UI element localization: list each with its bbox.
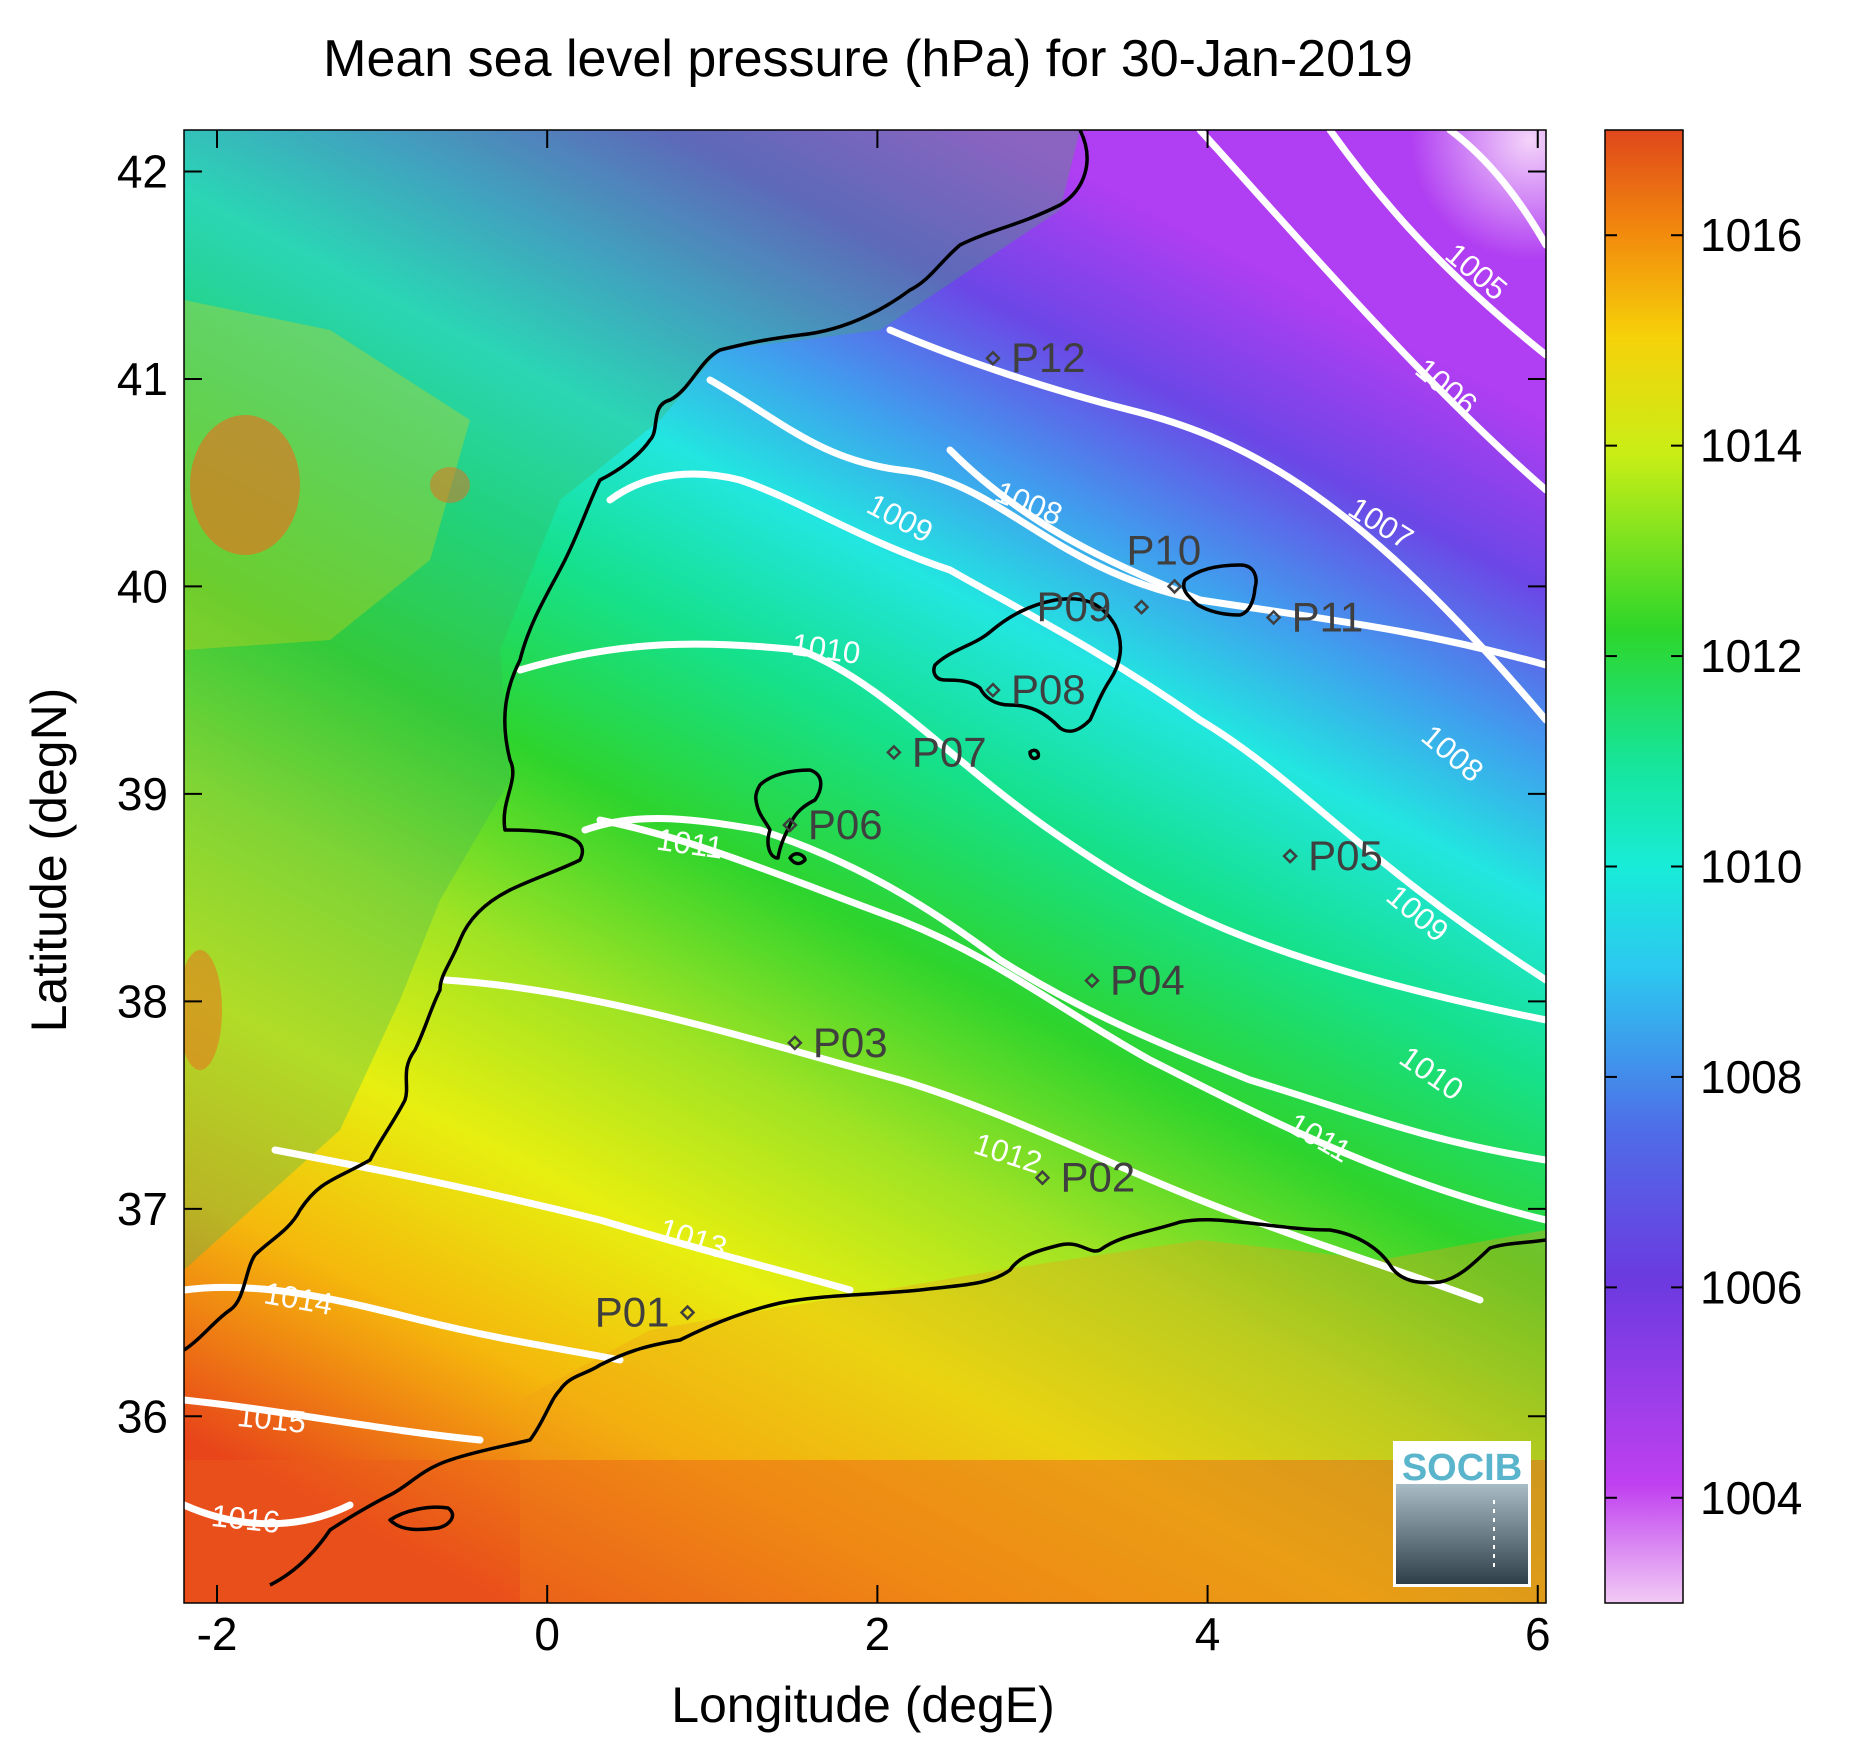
isobar-label: 1015 [235, 1398, 307, 1440]
station-marker [985, 350, 1001, 366]
isobar-label: 1016 [209, 1498, 281, 1540]
y-tick-label: 36 [117, 1390, 168, 1442]
y-axis: 42 41 40 39 38 37 36 [117, 145, 1546, 1442]
isobar-line [886, 326, 1546, 724]
station-label: P02 [1060, 1154, 1135, 1201]
isobar-line [271, 1146, 854, 1294]
x-tick-label: 6 [1525, 1608, 1551, 1660]
station-marker [1084, 972, 1100, 989]
ibiza-coastline [754, 768, 823, 860]
y-tick-label: 38 [117, 975, 168, 1027]
station-markers: P01 P02 P03 P04 P05 P06 P07 P08 P09 P10 P11 P12 [595, 334, 1383, 1335]
x-tick-label: 0 [534, 1608, 560, 1660]
station-marker [679, 1304, 696, 1321]
colorbar-tick-label: 1012 [1700, 630, 1802, 682]
station-marker [1166, 578, 1183, 595]
socib-logo: SOCIB [1393, 1441, 1531, 1587]
colorbar-ticks: 1016 1014 1012 1010 1008 1006 1004 [1605, 209, 1802, 1524]
africa-coastline [269, 1217, 1546, 1587]
isobar-line [441, 976, 1484, 1304]
station-label: P11 [1292, 594, 1364, 641]
station-label: P04 [1110, 957, 1185, 1004]
cabrera-coastline [1028, 748, 1041, 761]
station-marker [1034, 1169, 1051, 1186]
isobar-line [1446, 130, 1546, 249]
y-tick-label: 41 [117, 353, 168, 405]
station-label: P08 [1011, 666, 1086, 713]
station-label: P06 [808, 801, 883, 848]
isobar-line [184, 1283, 624, 1364]
station-label: P05 [1308, 832, 1383, 879]
isobar-line [581, 814, 1546, 1164]
colorbar-tick-label: 1004 [1700, 1472, 1802, 1524]
y-tick-label: 39 [117, 768, 168, 820]
isobar-line [946, 446, 1204, 604]
y-axis-label: Latitude (degN) [21, 688, 77, 1033]
station-marker [1265, 609, 1282, 626]
station-marker [782, 817, 798, 833]
station-label: P09 [1037, 583, 1112, 630]
colorbar-tick-label: 1008 [1700, 1051, 1802, 1103]
y-tick-label: 42 [117, 145, 168, 197]
colorbar-tick-label: 1010 [1700, 841, 1802, 893]
station-marker [886, 744, 902, 761]
low-pressure-corner-glow [184, 130, 1546, 1603]
x-tick-label: 4 [1195, 1608, 1221, 1660]
colorbar-tick-label: 1016 [1700, 209, 1802, 261]
isobar-line [184, 1396, 484, 1444]
colorbar-tick-label: 1014 [1700, 420, 1802, 472]
station-marker [1282, 848, 1298, 864]
x-tick-label: -2 [197, 1608, 238, 1660]
isobar-line [596, 816, 1546, 1224]
isobar-line [1326, 130, 1546, 359]
menorca-coastline [1182, 563, 1258, 617]
isobar-line [1196, 130, 1546, 494]
station-marker [787, 1035, 803, 1051]
station-label: P01 [595, 1289, 670, 1336]
y-tick-label: 37 [117, 1183, 168, 1235]
map-title: Mean sea level pressure (hPa) for 30-Jan… [323, 30, 1413, 88]
isobar-line [184, 1501, 354, 1528]
isobar-line [606, 470, 1546, 984]
station-label: P10 [1127, 526, 1202, 573]
iberia-coastline [184, 130, 1089, 1352]
isobar-line [706, 376, 1546, 669]
pressure-field: 1005 1006 1007 1008 1008 1009 1009 1010 … [184, 130, 1546, 1603]
y-tick-label: 40 [117, 560, 168, 612]
plot-frame [183, 129, 1547, 1604]
x-axis: -2 0 2 4 6 [197, 130, 1551, 1660]
station-marker [985, 682, 1001, 698]
colorbar-tick-label: 1006 [1700, 1261, 1802, 1313]
coastlines [184, 130, 1546, 1587]
station-label: P03 [813, 1019, 888, 1066]
x-axis-label: Longitude (degE) [671, 1677, 1055, 1733]
isobars [184, 130, 1546, 1528]
isobar-line [516, 640, 1546, 1024]
station-label: P12 [1011, 334, 1086, 381]
mallorca-coastline [932, 596, 1123, 733]
x-tick-label: 2 [865, 1608, 891, 1660]
station-label: P07 [912, 728, 987, 775]
formentera-coastline [788, 852, 807, 866]
alboran-island-coastline [388, 1505, 455, 1532]
station-marker [1133, 599, 1150, 615]
socib-logo-text: SOCIB [1402, 1447, 1522, 1489]
